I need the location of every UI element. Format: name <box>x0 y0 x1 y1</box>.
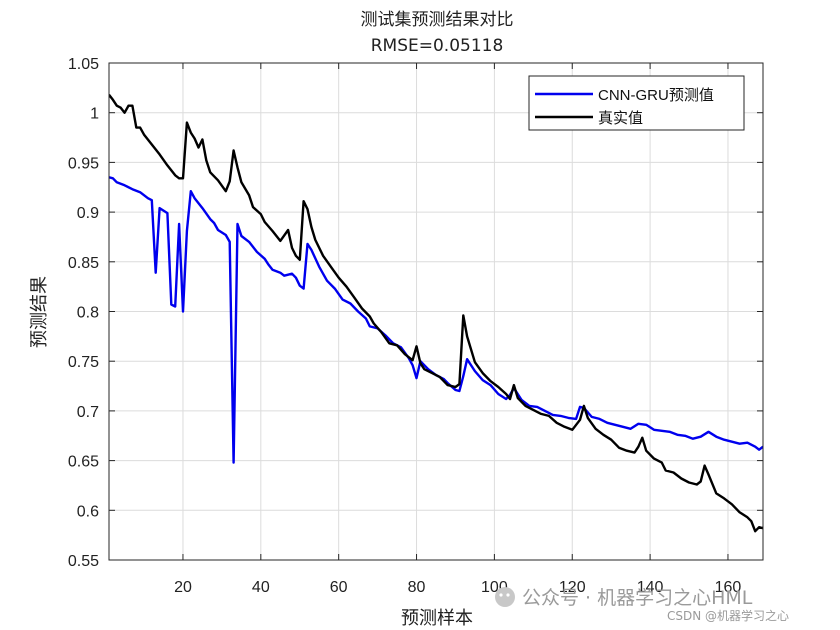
x-tick-label: 20 <box>174 579 192 596</box>
chart-title: 测试集预测结果对比 <box>361 10 514 30</box>
watermark: 公众号 · 机器学习之心HML CSDN @机器学习之心 <box>495 587 789 623</box>
y-tick-label: 0.95 <box>68 155 99 172</box>
actual-line <box>109 94 763 533</box>
y-tick-label: 0.75 <box>68 354 99 371</box>
y-tick-label: 0.85 <box>68 255 99 272</box>
y-tick-label: 1 <box>90 106 99 123</box>
x-tick-label: 160 <box>715 579 742 596</box>
x-axis-label: 预测样本 <box>401 608 473 629</box>
ticks: 0.55 0.6 0.65 0.7 0.75 0.8 0.85 0.9 0.95 1 1.05 20 4… <box>68 56 763 596</box>
x-tick-label: 60 <box>330 579 348 596</box>
y-tick-label: 0.9 <box>77 205 99 222</box>
wechat-icon-eye-left <box>499 593 503 597</box>
chart-subtitle: RMSE=0.05118 <box>371 36 504 56</box>
legend-label-actual: 真实值 <box>598 109 643 127</box>
x-tick-label: 80 <box>408 579 426 596</box>
watermark-main: 公众号 · 机器学习之心HML <box>522 587 753 609</box>
y-axis-label: 预测结果 <box>29 276 50 348</box>
y-tick-label: 1.05 <box>68 56 99 73</box>
series-layer <box>109 94 763 533</box>
y-tick-label: 0.55 <box>68 553 99 570</box>
y-tick-label: 0.6 <box>77 503 99 520</box>
y-tick-label: 0.7 <box>77 404 99 421</box>
legend-box <box>528 75 745 131</box>
wechat-icon-eye-right <box>506 593 510 597</box>
y-tick-label: 0.65 <box>68 454 99 471</box>
legend: CNN-GRU预测值 真实值 <box>528 75 745 131</box>
legend-label-prediction: CNN-GRU预测值 <box>598 87 714 104</box>
watermark-sub: CSDN @机器学习之心 <box>667 608 789 623</box>
wechat-icon <box>495 587 515 607</box>
x-tick-label: 140 <box>637 579 664 596</box>
x-tick-label: 120 <box>559 579 586 596</box>
y-tick-label: 0.8 <box>77 305 99 322</box>
x-tick-label: 40 <box>252 579 270 596</box>
